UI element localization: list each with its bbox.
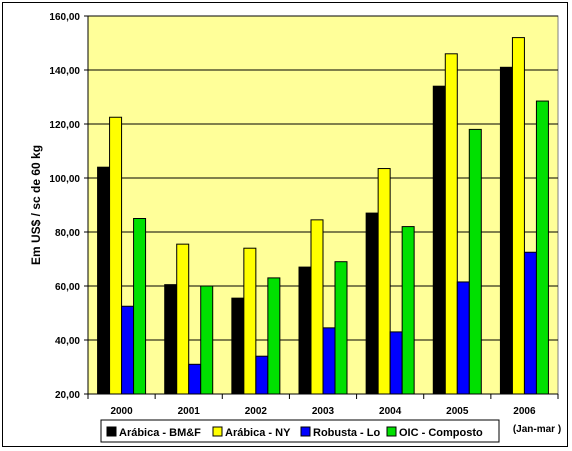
bar-ar-bica-bm-f-2002 [231, 297, 245, 395]
bar-ar-bica-bm-f-2003 [298, 266, 312, 395]
x-tick-label: 2000 [110, 406, 133, 417]
bar-robusta-lo-2006 [523, 251, 537, 395]
legend-swatch [212, 426, 223, 437]
bar-robusta-lo-2002 [255, 355, 269, 395]
bar-ar-bica-ny-2004 [377, 168, 391, 395]
x-tick-label: 2006 [513, 406, 536, 417]
bar-oic-composto-2003 [334, 261, 348, 395]
legend-swatch [106, 426, 117, 437]
bar-ar-bica-ny-2003 [310, 219, 324, 395]
y-tick-label: 140,00 [49, 66, 80, 77]
bar-ar-bica-bm-f-2001 [164, 284, 178, 395]
y-tick-label: 60,00 [55, 282, 80, 293]
x-tick-label: 2001 [178, 406, 201, 417]
bar-oic-composto-2005 [468, 128, 482, 395]
y-tick-label: 80,00 [55, 228, 80, 239]
legend: Arábica - BM&F Arábica - NY Robusta - Lo OI… [100, 419, 500, 443]
bar-robusta-lo-2003 [322, 327, 336, 395]
y-axis-label: Em US$ / sc de 60 kg [29, 145, 43, 265]
legend-swatch [386, 426, 397, 437]
bar-oic-composto-2001 [200, 285, 214, 395]
bar-robusta-lo-2001 [188, 363, 202, 395]
bar-oic-composto-2000 [133, 218, 147, 395]
bar-robusta-lo-2000 [121, 305, 135, 395]
x-tick-labels: 2000 2001 2002 2003 2004 2005 2006 [87, 394, 559, 417]
legend-label: OIC - Composto [399, 427, 483, 439]
legend-swatch [300, 426, 311, 437]
category-note: (Jan-mar ) [513, 424, 561, 435]
bars [97, 37, 549, 395]
bar-ar-bica-ny-2001 [176, 243, 190, 395]
bar-ar-bica-ny-2006 [511, 37, 525, 395]
y-tick-label: 20,00 [55, 390, 80, 401]
legend-label: Robusta - Lo [313, 427, 380, 439]
x-tick-label: 2003 [312, 406, 335, 417]
bar-oic-composto-2002 [267, 277, 281, 395]
bar-robusta-lo-2004 [389, 331, 403, 395]
y-tick-label: 120,00 [49, 120, 80, 131]
bar-ar-bica-ny-2002 [243, 247, 257, 395]
bar-oic-composto-2004 [401, 226, 415, 395]
y-tick-label: 40,00 [55, 336, 80, 347]
bar-ar-bica-bm-f-2004 [365, 212, 379, 395]
x-tick-label: 2002 [245, 406, 268, 417]
bar-robusta-lo-2005 [456, 281, 470, 395]
bar-ar-bica-ny-2000 [109, 116, 123, 395]
legend-label: Arábica - BM&F [119, 427, 201, 439]
y-tick-label: 160,00 [49, 12, 80, 23]
bar-oic-composto-2006 [535, 100, 549, 395]
y-tick-label: 100,00 [49, 174, 80, 185]
y-tick-labels: 20,00 40,00 60,00 80,00 100,00 120,00 140,00 16… [49, 12, 88, 401]
bar-ar-bica-bm-f-2005 [432, 85, 446, 395]
bar-ar-bica-bm-f-2006 [499, 66, 513, 395]
legend-label: Arábica - NY [225, 427, 291, 439]
x-tick-label: 2005 [446, 406, 469, 417]
bar-ar-bica-ny-2005 [444, 53, 458, 395]
bar-ar-bica-bm-f-2000 [97, 166, 111, 395]
x-tick-label: 2004 [379, 406, 402, 417]
legend-box [100, 419, 500, 443]
